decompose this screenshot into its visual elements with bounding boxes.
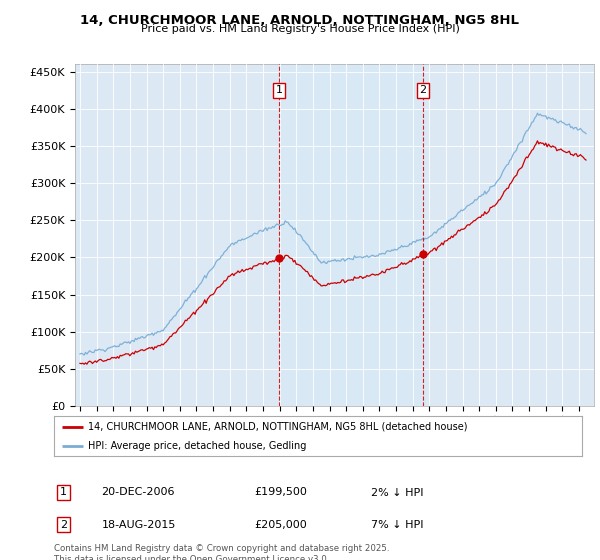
Text: 2: 2: [60, 520, 67, 530]
Bar: [279, 64, 423, 406]
Text: Price paid vs. HM Land Registry's House Price Index (HPI): Price paid vs. HM Land Registry's House …: [140, 24, 460, 34]
Text: 1: 1: [60, 488, 67, 497]
Text: £199,500: £199,500: [254, 488, 308, 497]
Text: 14, CHURCHMOOR LANE, ARNOLD, NOTTINGHAM, NG5 8HL (detached house): 14, CHURCHMOOR LANE, ARNOLD, NOTTINGHAM,…: [88, 422, 468, 432]
Text: 20-DEC-2006: 20-DEC-2006: [101, 488, 175, 497]
Text: 2% ↓ HPI: 2% ↓ HPI: [371, 488, 424, 497]
Text: Contains HM Land Registry data © Crown copyright and database right 2025.
This d: Contains HM Land Registry data © Crown c…: [54, 544, 389, 560]
Text: 7% ↓ HPI: 7% ↓ HPI: [371, 520, 424, 530]
Text: £205,000: £205,000: [254, 520, 307, 530]
Text: 1: 1: [275, 85, 283, 95]
Text: 18-AUG-2015: 18-AUG-2015: [101, 520, 176, 530]
Text: 14, CHURCHMOOR LANE, ARNOLD, NOTTINGHAM, NG5 8HL: 14, CHURCHMOOR LANE, ARNOLD, NOTTINGHAM,…: [80, 14, 520, 27]
Text: HPI: Average price, detached house, Gedling: HPI: Average price, detached house, Gedl…: [88, 441, 307, 450]
Text: 2: 2: [419, 85, 427, 95]
